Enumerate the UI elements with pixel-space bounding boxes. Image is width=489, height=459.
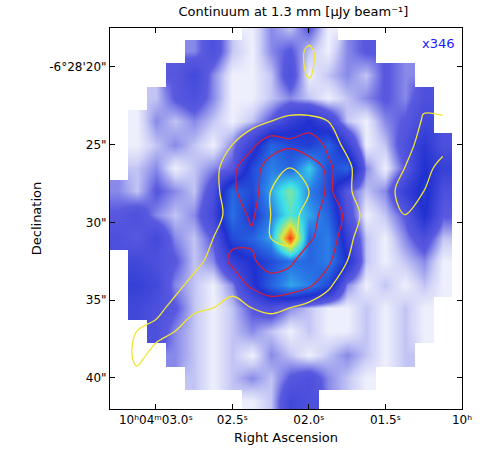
svg-text:40": 40" bbox=[86, 371, 107, 385]
svg-text:02.0ˢ: 02.0ˢ bbox=[293, 413, 324, 427]
svg-text:30": 30" bbox=[86, 216, 107, 230]
svg-text:Continuum at 1.3 mm [μJy beam⁻: Continuum at 1.3 mm [μJy beam⁻¹] bbox=[178, 4, 408, 19]
svg-text:25": 25" bbox=[86, 138, 107, 152]
svg-text:Declination: Declination bbox=[29, 182, 44, 256]
svg-text:x346: x346 bbox=[422, 36, 455, 51]
svg-text:35": 35" bbox=[86, 293, 107, 307]
svg-text:-6°28'20": -6°28'20" bbox=[49, 60, 106, 74]
svg-text:01.5ˢ: 01.5ˢ bbox=[370, 413, 401, 427]
svg-text:10ʰ04ᵐ03.0ˢ: 10ʰ04ᵐ03.0ˢ bbox=[119, 413, 193, 427]
svg-text:10ʰ: 10ʰ bbox=[452, 413, 472, 427]
svg-text:Right Ascension: Right Ascension bbox=[234, 430, 338, 445]
svg-text:02.5ˢ: 02.5ˢ bbox=[217, 413, 248, 427]
